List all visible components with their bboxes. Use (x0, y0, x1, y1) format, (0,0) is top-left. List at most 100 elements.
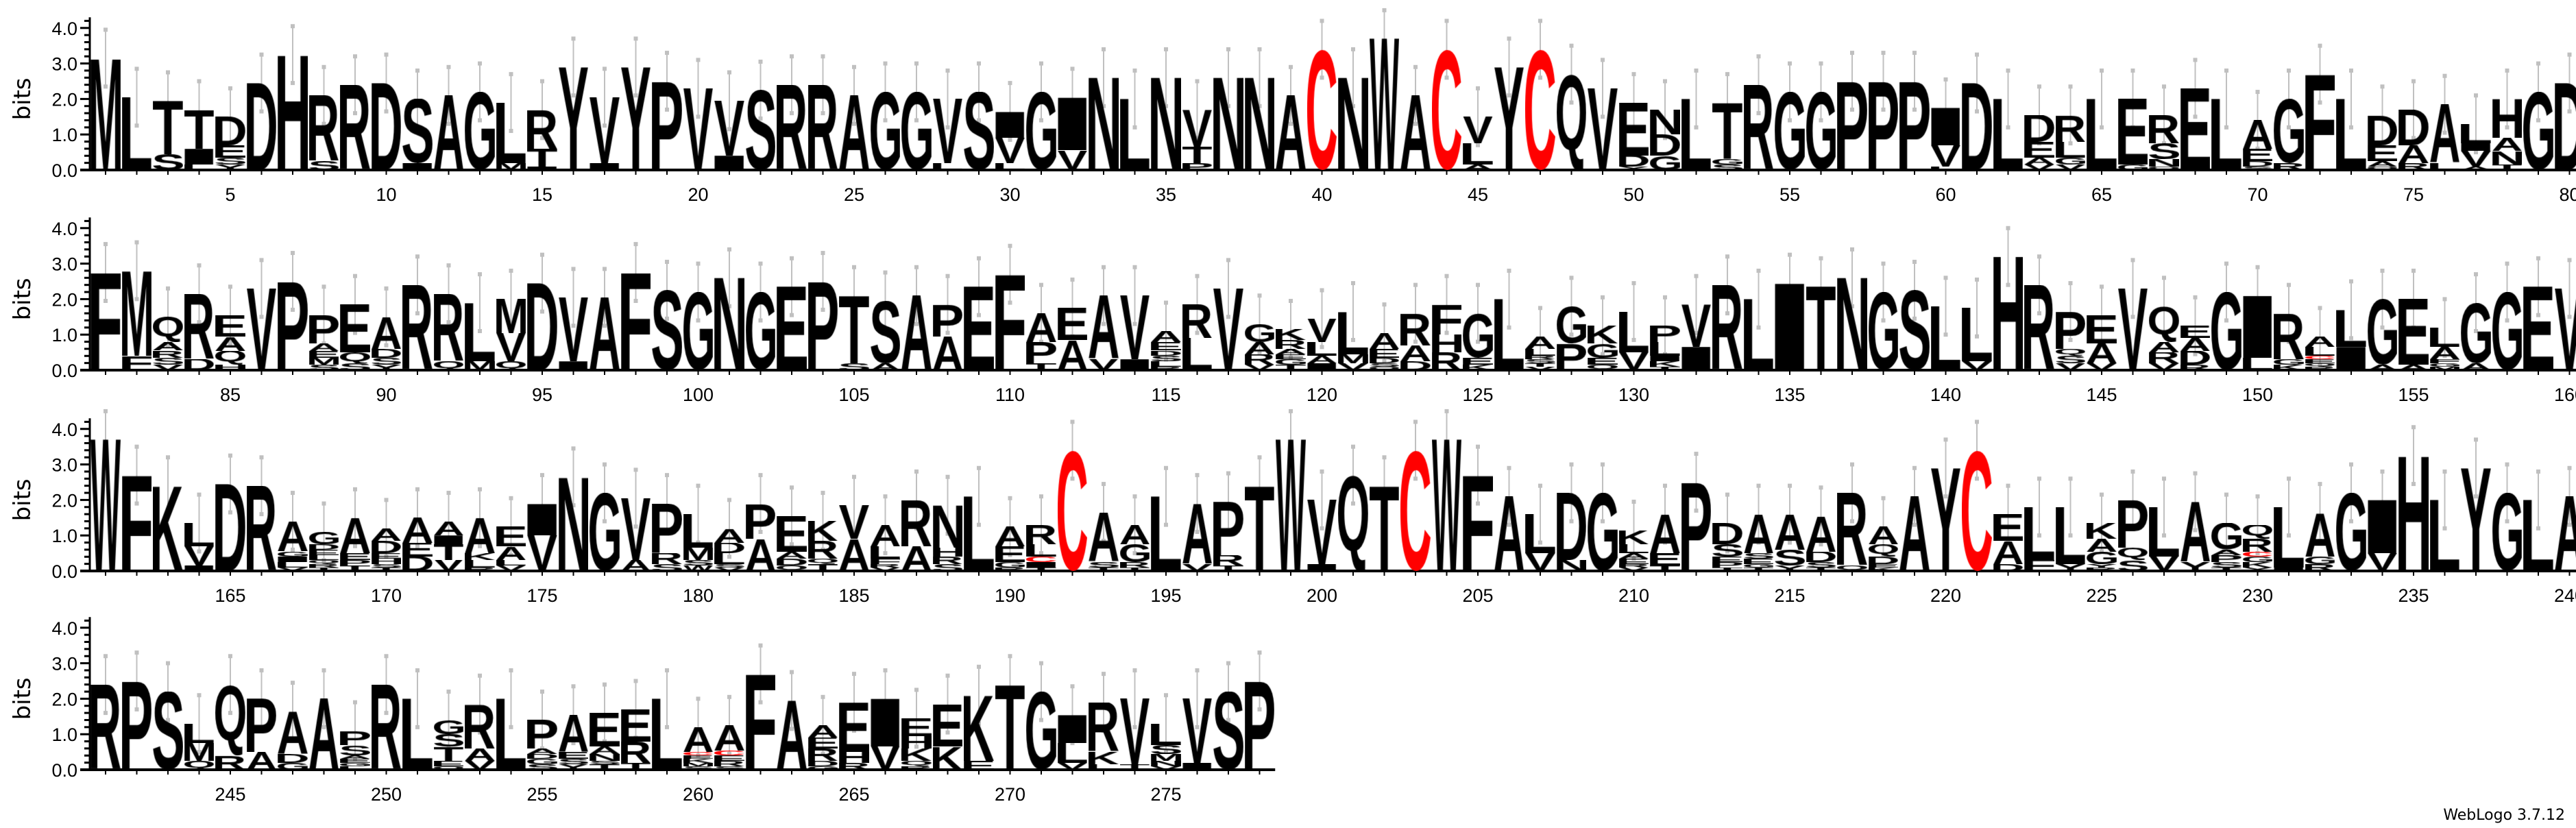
logo-letter-T (1276, 365, 1306, 370)
y-axis-label: bits (9, 478, 36, 521)
error-bar-cap (1257, 650, 1262, 655)
logo-letter-F (995, 274, 1025, 370)
logo-letter-M (683, 762, 714, 766)
error-bar-cap (540, 252, 544, 257)
logo-letter-A (433, 95, 464, 170)
logo-letter-L (2429, 327, 2460, 348)
error-bar-cap (883, 668, 888, 672)
logo-letter-A (1868, 526, 1899, 545)
logo-letter-L (1182, 338, 1213, 370)
error-bar-cap (2224, 492, 2228, 497)
logo-letter-D (527, 753, 557, 759)
logo-letter-S (2117, 560, 2148, 571)
error-bar-cap (1881, 261, 1886, 266)
logo-letter-S (2149, 143, 2179, 160)
logo-letter-V (995, 138, 1025, 163)
logo-letter-N (1650, 109, 1680, 135)
logo-letter-T (371, 567, 402, 571)
logo-letter-V (1244, 365, 1275, 370)
logo-letter-D (1618, 156, 1649, 167)
logo-letter-H (371, 558, 402, 564)
logo-letter-N (2149, 159, 2179, 167)
logo-letter-L (308, 555, 339, 561)
logo-letter-C (1962, 450, 1992, 571)
error-bar-cap (2318, 306, 2322, 310)
logo-letter-V (1525, 553, 1555, 571)
logo-letter-T (1650, 366, 1680, 370)
logo-letter-A (2024, 157, 2054, 165)
error-bar-cap (166, 661, 170, 666)
logo-letter-R (465, 704, 495, 748)
logo-letter-E (402, 542, 433, 557)
x-tick-label: 140 (1930, 385, 1961, 405)
error-bar-cap (415, 668, 420, 672)
error-bar-cap (1320, 288, 1324, 293)
logo-letter-I (184, 148, 215, 165)
logo-letter-G (590, 493, 620, 571)
error-bar-cap (2567, 52, 2572, 57)
logo-letter-E (2523, 287, 2553, 370)
error-bar-cap (1195, 273, 1200, 278)
logo-letter-L (683, 514, 714, 548)
logo-letter-Q (777, 565, 807, 571)
logo-letter-P (1899, 81, 1930, 170)
x-tick-label: 245 (215, 784, 245, 805)
logo-letter-S (371, 357, 402, 365)
y-tick-label: 2.0 (51, 490, 77, 511)
logo-letter-Q (2367, 166, 2398, 170)
logo-letter-V (558, 297, 589, 362)
error-bar-cap (1631, 72, 1636, 77)
logo-letter-G (2492, 493, 2523, 571)
logo-letter-T (184, 109, 215, 149)
logo-letter-Y (215, 165, 245, 170)
logo-letter-S (870, 300, 901, 363)
error-bar-cap (1538, 19, 1542, 23)
y-tick-label: 3.0 (51, 254, 77, 275)
logo-letter-H (839, 752, 869, 763)
logo-letter-H (2398, 455, 2429, 571)
logo-letter-K (1089, 752, 1119, 765)
logo-letter-Q (901, 761, 932, 766)
logo-letter-P (1650, 326, 1680, 342)
logo-letter-R (1213, 555, 1243, 566)
logo-letter-Y (620, 66, 651, 170)
logo-letter-E (714, 755, 744, 762)
logo-letter-D (2180, 350, 2211, 365)
error-bar-cap (2287, 68, 2291, 73)
logo-letter-Q (496, 361, 526, 370)
error-bar-cap (665, 260, 669, 265)
logo-letter-L (2336, 99, 2366, 170)
logo-letter-R (340, 84, 370, 170)
logo-letter-P (745, 503, 776, 539)
x-tick-label: 110 (995, 385, 1025, 405)
logo-letter-R (433, 293, 464, 362)
logo-letter-L (402, 698, 433, 770)
logo-letter-N (714, 278, 744, 370)
logo-letter-L (496, 698, 526, 770)
logo-letter-S (215, 157, 245, 165)
logo-letter-I (1307, 563, 1337, 571)
logo-letter-I (2242, 295, 2273, 358)
logo-letter-T (590, 764, 620, 770)
x-tick-label: 180 (683, 585, 714, 606)
logo-letter-D (246, 83, 277, 170)
logo-letter-S (1089, 562, 1119, 568)
logo-letter-S (433, 734, 464, 747)
logo-letter-P (1244, 681, 1275, 770)
logo-letter-N (1244, 77, 1275, 170)
error-bar-cap (945, 673, 950, 678)
error-bar-cap (1289, 298, 1293, 303)
x-tick-label: 85 (220, 385, 241, 405)
error-bar-cap (727, 498, 731, 502)
logo-letter-A (777, 551, 807, 559)
logo-letter-A (2149, 341, 2179, 353)
logo-letter-G (1650, 156, 1680, 170)
logo-letter-G (1026, 692, 1056, 770)
error-bar-cap (758, 261, 763, 266)
error-bar-cap (1351, 444, 1355, 449)
logo-letter-L (2336, 309, 2366, 348)
logo-letter-A (777, 700, 807, 770)
error-bar-cap (945, 68, 950, 73)
logo-letter-L (2242, 357, 2273, 370)
